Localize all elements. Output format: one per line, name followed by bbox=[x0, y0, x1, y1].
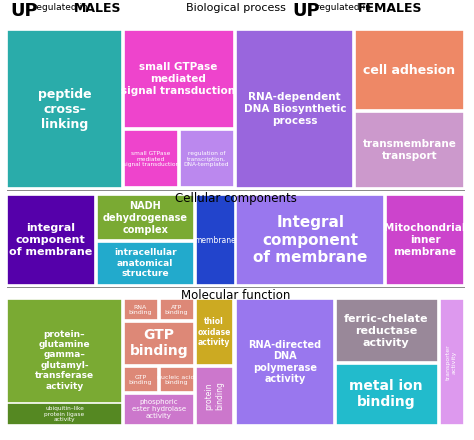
Text: RNA-dependent
DNA Biosynthetic
process: RNA-dependent DNA Biosynthetic process bbox=[244, 92, 346, 125]
Text: RNA-directed
DNA
polymerase
activity: RNA-directed DNA polymerase activity bbox=[248, 340, 322, 385]
FancyBboxPatch shape bbox=[160, 367, 194, 392]
FancyBboxPatch shape bbox=[124, 130, 178, 187]
FancyBboxPatch shape bbox=[124, 394, 194, 425]
Text: Molecular function: Molecular function bbox=[181, 289, 290, 302]
Text: Biological process: Biological process bbox=[185, 3, 285, 13]
FancyBboxPatch shape bbox=[386, 195, 464, 285]
Text: membrane: membrane bbox=[194, 235, 236, 245]
FancyBboxPatch shape bbox=[7, 30, 122, 188]
Text: integral
component
of membrane: integral component of membrane bbox=[9, 224, 92, 257]
FancyBboxPatch shape bbox=[124, 30, 234, 128]
Text: regulated in: regulated in bbox=[30, 3, 91, 12]
Text: regulated in: regulated in bbox=[313, 3, 374, 12]
Text: small GTPase
mediated
signal transduction: small GTPase mediated signal transductio… bbox=[121, 62, 235, 95]
Text: GTP
binding: GTP binding bbox=[129, 328, 188, 358]
Text: phosphoric
ester hydrolase
activity: phosphoric ester hydrolase activity bbox=[132, 399, 186, 419]
Text: small GTPase
mediated
signal transduction: small GTPase mediated signal transductio… bbox=[123, 150, 179, 167]
Text: UP: UP bbox=[10, 2, 38, 20]
Text: intracellular
anatomical
structure: intracellular anatomical structure bbox=[114, 248, 176, 278]
Text: Cellular components: Cellular components bbox=[174, 192, 296, 205]
FancyBboxPatch shape bbox=[196, 367, 233, 425]
Text: metal ion
binding: metal ion binding bbox=[349, 379, 423, 409]
Text: transporter
activity: transporter activity bbox=[446, 344, 456, 380]
FancyBboxPatch shape bbox=[336, 364, 438, 425]
Text: Mitochondrial
inner
membrane: Mitochondrial inner membrane bbox=[384, 224, 466, 257]
Text: peptide
cross–
linking: peptide cross– linking bbox=[37, 88, 91, 131]
FancyBboxPatch shape bbox=[355, 30, 464, 110]
FancyBboxPatch shape bbox=[355, 112, 464, 188]
FancyBboxPatch shape bbox=[124, 367, 158, 392]
FancyBboxPatch shape bbox=[196, 299, 233, 365]
Text: Integral
component
of membrane: Integral component of membrane bbox=[253, 215, 367, 265]
Text: protein
binding: protein binding bbox=[204, 381, 224, 411]
FancyBboxPatch shape bbox=[336, 299, 438, 362]
Text: FEMALES: FEMALES bbox=[358, 2, 422, 15]
FancyBboxPatch shape bbox=[97, 195, 194, 240]
Text: thiol
oxidase
activity: thiol oxidase activity bbox=[198, 317, 231, 347]
FancyBboxPatch shape bbox=[124, 299, 158, 320]
FancyBboxPatch shape bbox=[237, 30, 353, 188]
Text: regulation of
transcription,
DNA-templated: regulation of transcription, DNA-templat… bbox=[183, 150, 229, 167]
FancyBboxPatch shape bbox=[196, 195, 235, 285]
Text: nucleic acid
binding: nucleic acid binding bbox=[157, 374, 195, 385]
Text: ATP
binding: ATP binding bbox=[164, 304, 188, 315]
FancyBboxPatch shape bbox=[439, 299, 464, 425]
FancyBboxPatch shape bbox=[7, 403, 122, 425]
Text: GTP
binding: GTP binding bbox=[128, 374, 152, 385]
Text: MALES: MALES bbox=[74, 2, 122, 15]
Text: NADH
dehydrogenase
complex: NADH dehydrogenase complex bbox=[103, 202, 188, 235]
Text: UP: UP bbox=[293, 2, 320, 20]
FancyBboxPatch shape bbox=[180, 130, 234, 187]
FancyBboxPatch shape bbox=[237, 299, 334, 425]
Text: protein–
glutamine
gamma–
glutamyl-
transferase
activity: protein– glutamine gamma– glutamyl- tran… bbox=[35, 330, 94, 391]
FancyBboxPatch shape bbox=[97, 242, 194, 285]
Text: RNA
binding: RNA binding bbox=[128, 304, 152, 315]
FancyBboxPatch shape bbox=[124, 322, 194, 365]
FancyBboxPatch shape bbox=[7, 299, 122, 425]
FancyBboxPatch shape bbox=[7, 195, 95, 285]
Text: transmembrane
transport: transmembrane transport bbox=[363, 139, 456, 161]
FancyBboxPatch shape bbox=[160, 299, 194, 320]
Text: ferric-chelate
reductase
activity: ferric-chelate reductase activity bbox=[344, 315, 428, 348]
FancyBboxPatch shape bbox=[237, 195, 384, 285]
Text: cell adhesion: cell adhesion bbox=[364, 63, 456, 77]
Text: ubiquitin–like
protein ligase
activity: ubiquitin–like protein ligase activity bbox=[45, 406, 84, 422]
